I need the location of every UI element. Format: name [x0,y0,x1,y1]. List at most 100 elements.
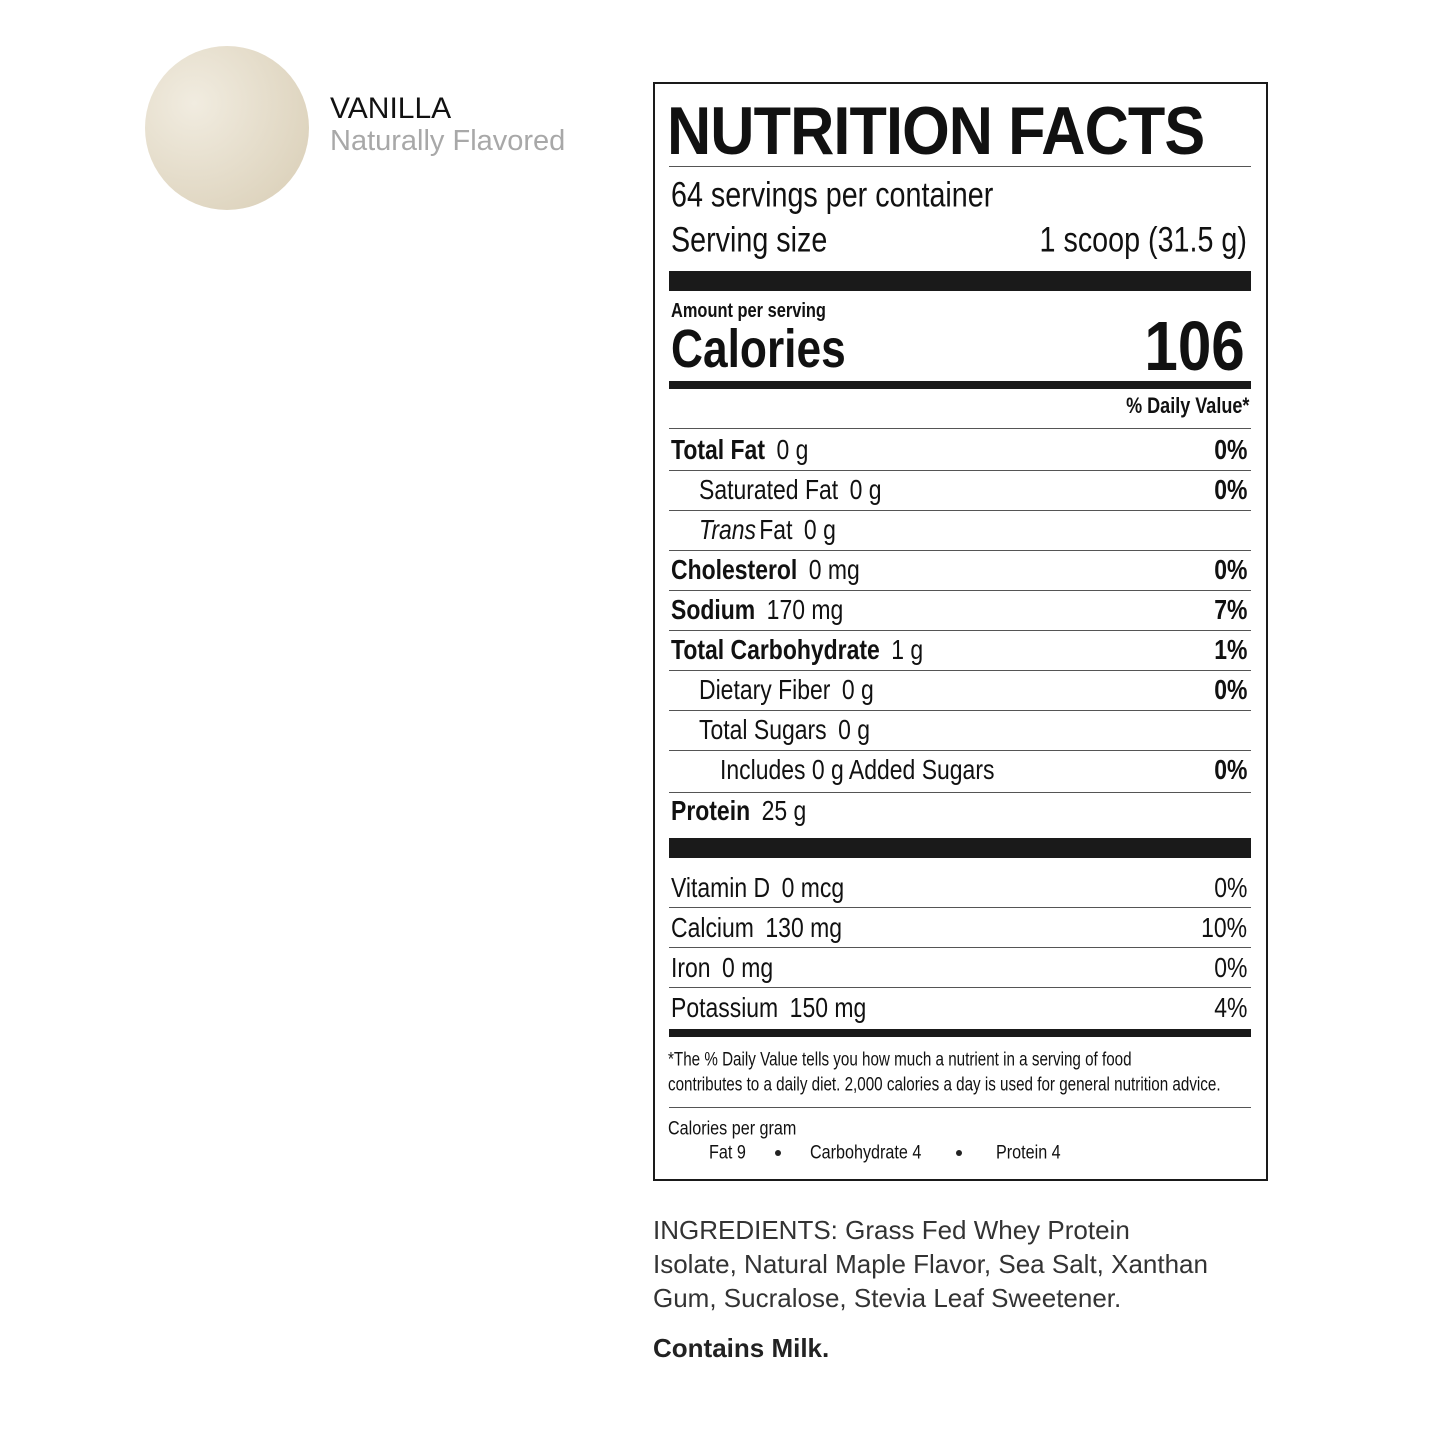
calories-per-gram-label: Calories per gram [668,1118,797,1140]
nutrient-row: Saturated Fat 0 g [699,476,882,504]
vitamin-dv: 0% [1214,874,1247,902]
vitamin-name: Vitamin D [671,872,771,903]
nutrient-name: Includes 0 g Added Sugars [720,754,995,785]
label-rule [669,510,1251,511]
nutrient-dv: 0% [1213,754,1247,785]
label-rule [669,470,1251,471]
vitamin-amount: 150 mg [789,992,867,1023]
vitamin-name: Iron [671,952,711,983]
calories-value: 106 [1145,311,1245,381]
nutrient-amount: 170 mg [766,594,844,625]
footnote-line: *The % Daily Value tells you how much a … [668,1051,1132,1070]
label-title: NUTRITION FACTS [667,93,1205,169]
footnote-line: contributes to a daily diet. 2,000 calor… [668,1076,1221,1095]
serving-size-value: 1 scoop (31.5 g) [1040,223,1247,258]
nutrient-name: Total Fat [671,434,765,465]
label-rule [669,750,1251,751]
label-rule [669,947,1251,948]
nutrient-dv: 0% [1214,556,1247,584]
label-rule [669,550,1251,551]
label-rule [669,428,1251,429]
nutrient-name: Sodium [671,594,756,625]
bullet [956,1150,962,1156]
daily-value-header: % Daily Value* [1126,395,1249,417]
vitamin-amount: 0 mcg [781,872,845,903]
label-bar [669,271,1251,291]
nutrient-dv: 1% [1214,636,1247,664]
amount-per-serving: Amount per serving [671,300,826,322]
vitamin-row: Calcium 130 mg [671,914,842,942]
nutrient-row: Dietary Fiber 0 g [699,676,874,704]
allergens: Contains Milk. [653,1333,830,1363]
nutrient-dv: 0% [1213,434,1247,465]
calories-per-gram-label: Calories per gram [668,1120,796,1139]
calories-per-gram-item: Fat 9 [709,1142,746,1164]
label-rule [669,792,1251,793]
nutrient-row: Sodium 170 mg [671,596,843,624]
vitamin-amount: 130 mg [765,912,843,943]
vitamin-row: Iron 0 mg [671,954,773,982]
serving-size-value: 1 scoop (31.5 g) [1039,220,1247,260]
vitamin-dv: 0% [1214,954,1247,982]
nutrient-row: Protein 25 g [671,797,806,825]
label-bar [669,1029,1251,1037]
calories-value: 106 [1144,307,1245,385]
label-rule [669,987,1251,988]
flavor-name: VANILLA [330,92,452,125]
nutrient-dv: 7% [1214,596,1247,624]
serving-size-label: Serving size [671,223,827,258]
nutrient-amount: 0 g [803,514,836,545]
vitamin-dv: 10% [1201,912,1247,943]
nutrient-row: Includes 0 g Added Sugars [720,756,994,784]
calories-per-gram-item: Carbohydrate 4 [810,1142,922,1164]
nutrient-row: Total Carbohydrate 1 g [671,636,923,664]
vitamin-dv: 0% [1213,952,1247,983]
nutrient-dv: 0% [1214,756,1247,784]
nutrient-row: Cholesterol 0 mg [671,556,860,584]
nutrient-row: Trans Fat 0 g [699,516,836,544]
nutrient-dv: 0% [1213,674,1247,705]
label-rule [669,670,1251,671]
vitamin-name: Potassium [671,992,779,1023]
label-title: NUTRITION FACTS [667,97,1205,165]
nutrient-amount: 0 g [849,474,882,505]
nutrient-row: Total Fat 0 g [671,436,808,464]
calories-per-gram-item: Protein 4 [996,1142,1061,1164]
nutrient-name: Total Carbohydrate [671,634,880,665]
flavor-swatch [145,46,309,210]
label-rule [669,590,1251,591]
label-bar [669,838,1251,858]
calories-label: Calories [671,319,846,379]
vitamin-dv: 10% [1201,914,1247,942]
nutrient-amount: 0 g [838,714,871,745]
calories-per-gram-item: Carbohydrate 4 [810,1144,921,1163]
vitamin-amount: 0 mg [722,952,774,983]
nutrient-amount: 1 g [891,634,924,665]
daily-value-header: % Daily Value* [1125,393,1249,418]
label-rule [669,630,1251,631]
calories-per-gram-item: Protein 4 [996,1144,1061,1163]
nutrient-dv: 0% [1213,554,1247,585]
nutrient-amount: 25 g [761,795,807,826]
nutrient-dv: 0% [1214,476,1247,504]
calories-per-gram-item: Fat 9 [709,1144,746,1163]
label-rule [669,166,1251,167]
servings: 64 servings per container [671,178,993,213]
vitamin-row: Vitamin D 0 mcg [671,874,844,902]
vitamin-dv: 4% [1214,994,1247,1022]
nutrient-name: Cholesterol [671,554,798,585]
nutrient-name: Dietary Fiber [699,674,831,705]
vitamin-row: Potassium 150 mg [671,994,866,1022]
nutrient-amount: 0 g [841,674,874,705]
ingredients: INGREDIENTS: Grass Fed Whey Protein Isol… [653,1215,1208,1313]
calories-label: Calories [671,322,846,376]
nutrient-name: Saturated Fat [699,474,839,505]
nutrient-dv: 0% [1214,436,1247,464]
flavor-subtitle: Naturally Flavored [330,125,566,157]
label-bar [669,381,1251,389]
nutrient-amount: 0 g [776,434,809,465]
footnote-line: *The % Daily Value tells you how much a … [668,1049,1132,1071]
nutrient-row: Total Sugars 0 g [699,716,870,744]
vitamin-name: Calcium [671,912,754,943]
